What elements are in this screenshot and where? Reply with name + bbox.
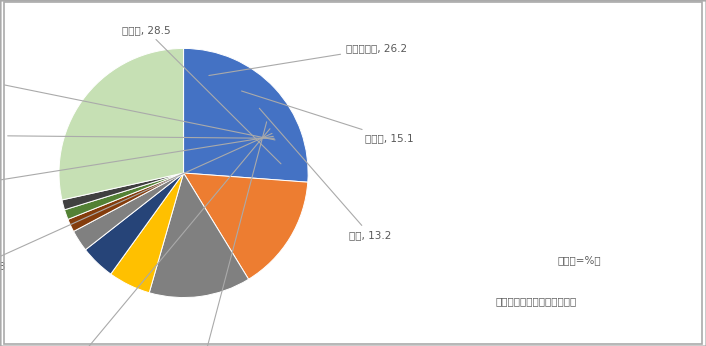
- Wedge shape: [85, 173, 184, 274]
- Wedge shape: [184, 173, 308, 279]
- Wedge shape: [62, 173, 184, 210]
- Text: 脳血管疾患, 5.5: 脳血管疾患, 5.5: [175, 122, 267, 346]
- Text: 不慮の事故, 2.8: 不慮の事故, 2.8: [0, 134, 272, 271]
- Text: 肺炎, 4.5: 肺炎, 4.5: [60, 129, 270, 346]
- Text: その他, 28.5: その他, 28.5: [122, 25, 281, 164]
- Text: 肝疾患, 1.7: 肝疾患, 1.7: [0, 136, 273, 190]
- Text: 腎不全, 1.3: 腎不全, 1.3: [0, 75, 275, 140]
- Wedge shape: [184, 48, 308, 182]
- Text: （単位=%）: （単位=%）: [557, 255, 601, 265]
- Wedge shape: [73, 173, 184, 250]
- Wedge shape: [68, 173, 184, 231]
- Wedge shape: [149, 173, 249, 298]
- Text: 老衰, 13.2: 老衰, 13.2: [259, 108, 392, 240]
- Text: 自殺, 1.3: 自殺, 1.3: [0, 131, 274, 140]
- Text: 資料：ぶんきょうの保健衛生: 資料：ぶんきょうの保健衛生: [496, 297, 578, 307]
- Wedge shape: [59, 48, 184, 200]
- Wedge shape: [111, 173, 184, 293]
- Wedge shape: [64, 173, 184, 219]
- Text: 心疾患, 15.1: 心疾患, 15.1: [241, 91, 414, 143]
- Text: 悪性新生物, 26.2: 悪性新生物, 26.2: [209, 44, 407, 75]
